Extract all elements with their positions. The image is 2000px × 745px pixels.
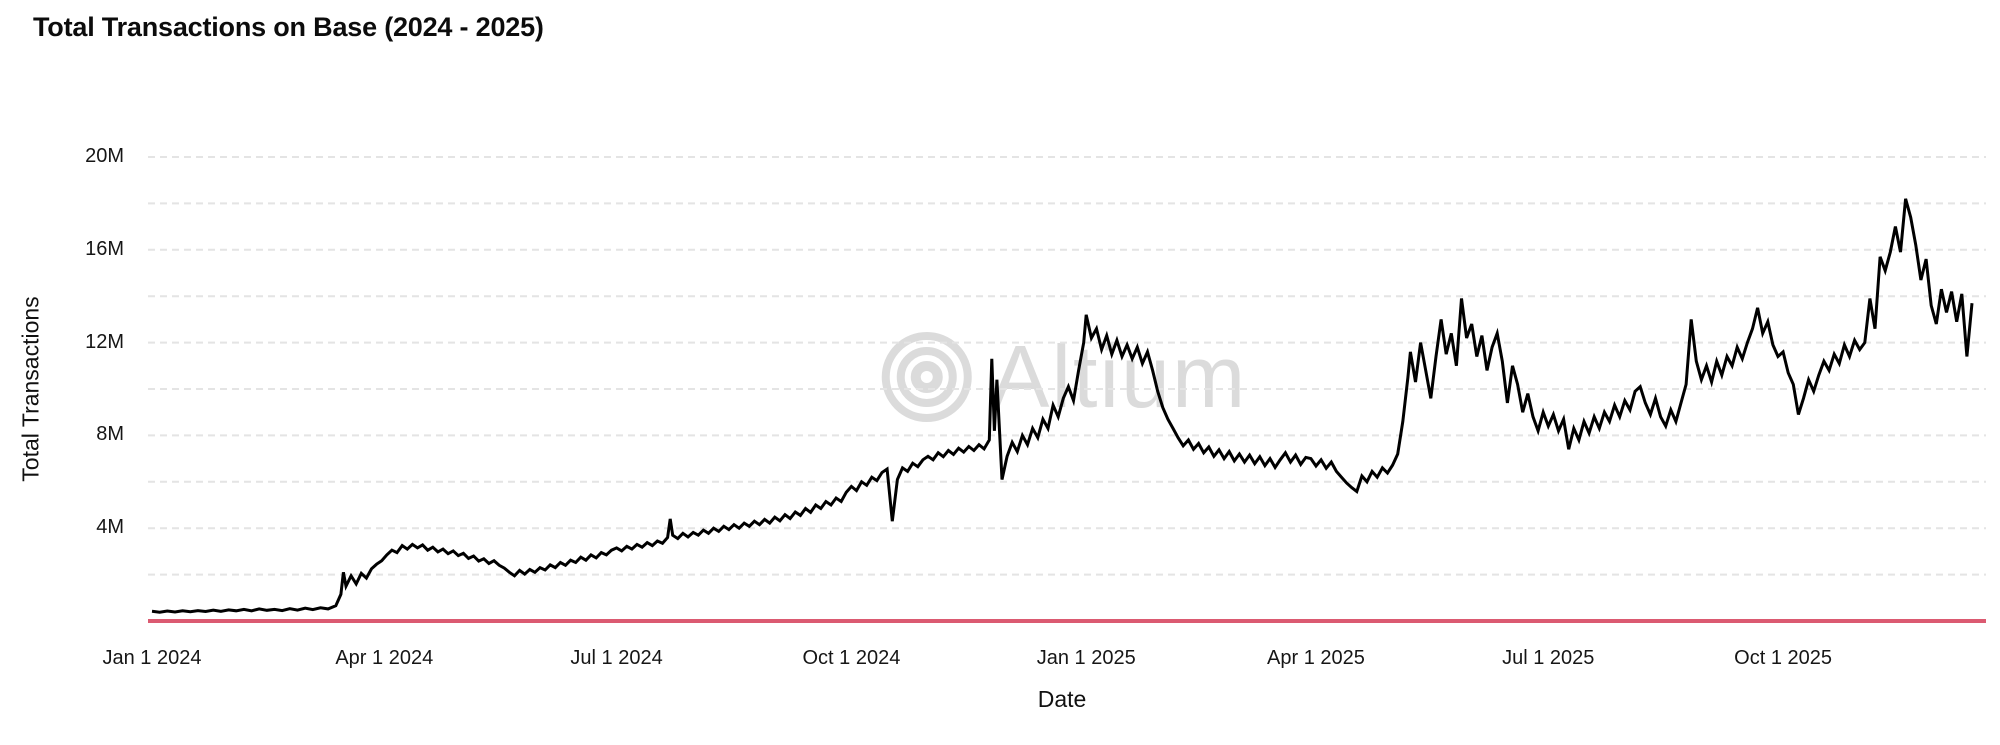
y-tick-12m: 12M: [85, 330, 124, 353]
x-tick-jan-2025: Jan 1 2025: [1036, 647, 1136, 669]
y-tick-4m: 4M: [96, 516, 124, 539]
x-tick-jul-2024: Jul 1 2024: [570, 647, 663, 669]
x-axis-title: Date: [1037, 686, 1087, 712]
y-tick-16m: 16M: [85, 237, 124, 260]
x-tick-jan-2024: Jan 1 2024: [102, 647, 202, 669]
chart-title: Total Transactions on Base (2024 - 2025): [33, 12, 544, 42]
x-tick-oct-2024: Oct 1 2024: [802, 647, 901, 669]
y-tick-20m: 20M: [85, 145, 124, 167]
gridlines: [148, 156, 1986, 576]
x-tick-apr-2025: Apr 1 2025: [1267, 647, 1365, 669]
transactions-line: [151, 198, 1974, 614]
x-tick-apr-2024: Apr 1 2024: [335, 647, 434, 669]
y-tick-8m: 8M: [96, 423, 124, 446]
x-tick-jul-2025: Jul 1 2025: [1502, 647, 1595, 669]
x-tick-oct-2025: Oct 1 2025: [1734, 647, 1833, 669]
